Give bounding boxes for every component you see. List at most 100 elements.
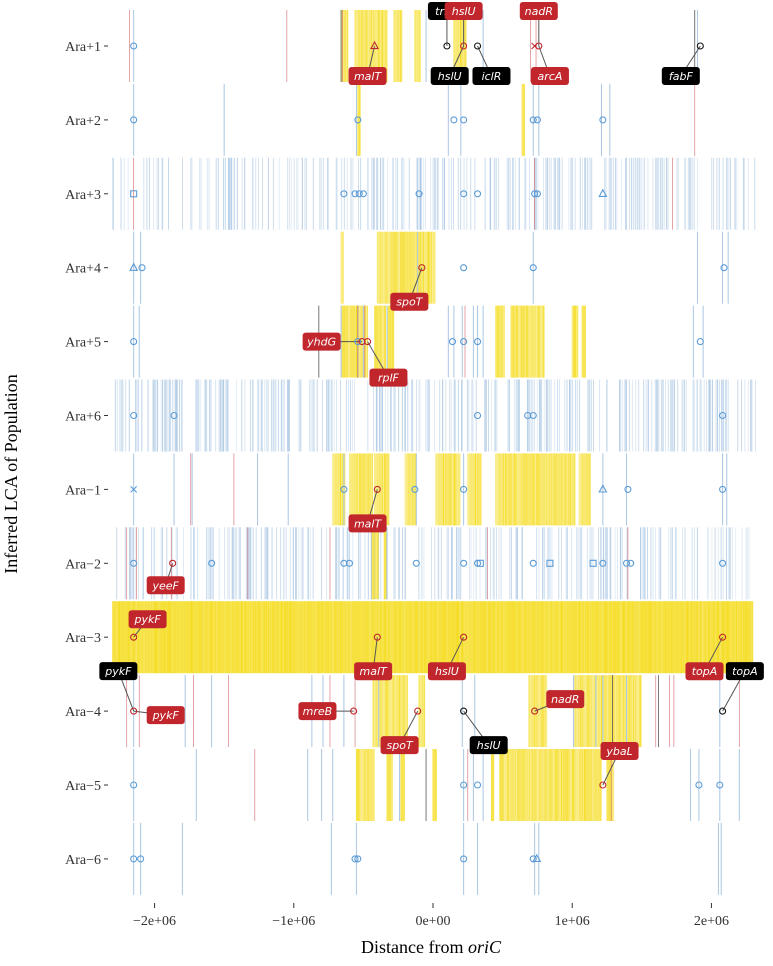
gene-label-text: hslU xyxy=(452,5,476,18)
gene-label-box xyxy=(348,514,387,533)
circle-marker xyxy=(418,264,426,272)
circle-marker xyxy=(529,116,537,124)
gene-label: fabF xyxy=(661,67,700,85)
population-row xyxy=(133,749,740,821)
circle-marker xyxy=(599,781,607,789)
gene-label: yhdG xyxy=(302,332,341,351)
gene-label-text: nadR xyxy=(551,693,579,706)
gene-label-text: yeeF xyxy=(152,579,180,592)
circle-marker xyxy=(531,190,539,198)
y-tick-label: Ara+5 xyxy=(65,336,101,351)
gene-label-text: pykF xyxy=(104,665,132,678)
circle-marker xyxy=(719,485,727,493)
gene-label-box xyxy=(427,662,466,681)
gene-label-text: hslU xyxy=(438,70,462,83)
gene-label-box xyxy=(530,67,569,85)
y-tick-label: Ara+4 xyxy=(65,262,101,277)
triangle-marker xyxy=(598,188,608,197)
x-marker-stroke xyxy=(130,486,138,493)
circle-marker xyxy=(138,264,146,272)
gene-label-box xyxy=(302,332,341,351)
circle-marker xyxy=(460,264,468,272)
gene-label: ybaL xyxy=(600,742,639,760)
gene-label-box xyxy=(685,662,724,681)
circle-marker xyxy=(340,190,348,198)
circle-marker xyxy=(355,190,363,198)
gene-label-text: arcA xyxy=(538,70,563,83)
circle-marker xyxy=(599,559,607,567)
circle-marker xyxy=(460,855,468,863)
gene-label-text: topA xyxy=(692,665,718,678)
circle-marker xyxy=(169,559,177,567)
circle-marker xyxy=(533,190,541,198)
gene-label: arcA xyxy=(530,67,569,85)
gene-label-text: malT xyxy=(354,70,383,83)
gene-label: spoT xyxy=(380,736,419,755)
circle-marker xyxy=(415,190,423,198)
circle-marker xyxy=(340,485,348,493)
gene-label: pykF xyxy=(99,662,138,681)
x-tick-label: 1e+06 xyxy=(555,914,590,929)
circle-marker xyxy=(373,633,381,641)
square-marker xyxy=(130,190,138,198)
circle-marker xyxy=(460,338,468,346)
gene-label-box xyxy=(661,67,700,85)
gene-label-box xyxy=(298,702,337,721)
gene-label-text: spoT xyxy=(396,296,423,309)
circle-marker xyxy=(130,116,138,124)
gene-label-text: rplF xyxy=(378,372,400,385)
y-tick-label: Ara+3 xyxy=(65,188,101,203)
circle-marker xyxy=(130,781,138,789)
gene-label: topA xyxy=(685,662,724,681)
gene-label-box xyxy=(348,67,387,85)
gene-label-box xyxy=(146,706,185,725)
square-marker xyxy=(546,559,554,567)
circle-marker xyxy=(624,485,632,493)
gene-label-text: pykF xyxy=(133,613,161,626)
gene-label: hslU xyxy=(444,2,483,20)
gene-label-box xyxy=(430,67,469,85)
circle-marker xyxy=(460,781,468,789)
x-axis-ticks: −2e+06 −1e+06 0e+00 1e+06 2e+06 xyxy=(133,903,729,929)
population-row xyxy=(133,305,704,378)
gene-label: pykF xyxy=(128,610,167,629)
gene-label-box xyxy=(444,2,483,20)
gene-label-box xyxy=(128,610,167,629)
gene-label: iclR xyxy=(472,67,511,85)
circle-marker xyxy=(137,855,145,863)
circle-marker xyxy=(474,190,482,198)
circle-marker xyxy=(719,411,727,420)
circle-marker xyxy=(351,190,359,198)
circle-marker xyxy=(622,559,631,567)
gene-label: hslU xyxy=(469,736,508,755)
circle-marker xyxy=(411,485,419,493)
population-row xyxy=(133,231,729,304)
circle-marker xyxy=(529,411,537,420)
gene-label-box xyxy=(469,736,508,755)
gene-label: rplF xyxy=(369,368,408,387)
gene-label: hslU xyxy=(427,662,466,681)
x-tick-label: 0e+00 xyxy=(415,914,450,929)
gene-label-text: malT xyxy=(354,517,383,530)
population-row xyxy=(129,10,699,82)
x-tick-label: −2e+06 xyxy=(133,914,176,929)
circle-marker xyxy=(130,855,138,863)
circle-marker xyxy=(529,559,537,567)
circle-marker xyxy=(130,633,138,641)
circle-marker xyxy=(529,264,537,272)
circle-marker xyxy=(474,338,482,346)
mutation-markers xyxy=(129,40,728,863)
gene-label: malT xyxy=(348,514,387,533)
population-row xyxy=(133,453,728,526)
gene-label-text: topA xyxy=(732,665,758,678)
y-tick-label: Ara−3 xyxy=(65,631,101,646)
circle-marker xyxy=(351,855,359,863)
circle-marker xyxy=(412,559,420,567)
gene-label: mreB xyxy=(298,702,337,721)
x-tick-label: −1e+06 xyxy=(272,914,315,929)
triangle-marker xyxy=(598,484,608,493)
circle-marker xyxy=(364,338,372,346)
square-marker xyxy=(589,559,597,567)
gene-label: hslU xyxy=(430,67,469,85)
circle-marker xyxy=(460,633,468,641)
